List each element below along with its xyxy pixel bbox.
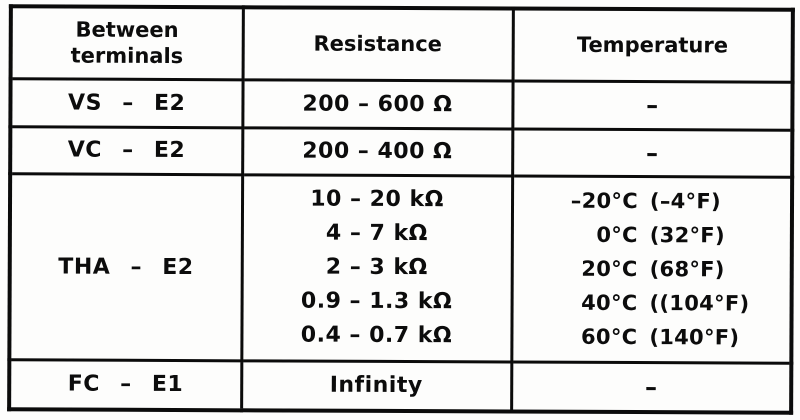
resistance-line: 10 – 20 kΩ — [310, 186, 444, 213]
temperature-line: –20°C (–4°F) — [513, 184, 790, 219]
cell-temperature: –20°C (–4°F) 0°C (32°F) 20°C (68°F) 40°C… — [511, 175, 793, 364]
resistance-value: 200 – 600 Ω — [302, 91, 453, 118]
fahrenheit-value: (32°F) — [649, 223, 725, 248]
resistance-line: 0.9 – 1.3 kΩ — [300, 288, 453, 315]
cell-resistance: 10 – 20 kΩ 4 – 7 kΩ 2 – 3 kΩ 0.9 – 1.3 k… — [241, 174, 513, 362]
temperature-line: 60°C (140°F) — [513, 320, 790, 355]
celsius-value: 20°C — [581, 257, 638, 282]
resistance-line: 2 – 3 kΩ — [325, 254, 428, 281]
fahrenheit-value: ((104°F) — [649, 291, 750, 316]
celsius-value: 40°C — [581, 291, 638, 316]
cell-terminals: VC – E2 — [10, 126, 243, 175]
terminal-resistance-table: Between terminals Resistance Temperature… — [7, 4, 795, 415]
cell-temperature: – — [511, 361, 792, 413]
terminals-value: FC – E1 — [67, 371, 184, 398]
resistance-line: 4 – 7 kΩ — [325, 220, 428, 247]
temperature-line: 20°C (68°F) — [513, 252, 790, 287]
table-row-fc-e1: FC – E1 Infinity – — [9, 359, 792, 413]
table-row-tha-e2: THA – E2 10 – 20 kΩ 4 – 7 kΩ 2 – 3 kΩ 0.… — [9, 173, 793, 364]
celsius-value: –20°C — [570, 189, 639, 214]
temperature-line: 0°C (32°F) — [513, 218, 790, 253]
resistance-line: 0.4 – 0.7 kΩ — [300, 322, 453, 349]
temperature-line: 40°C ((104°F) — [513, 286, 790, 321]
resistance-value: Infinity — [329, 373, 423, 399]
header-between-line2: terminals — [70, 43, 184, 69]
cell-resistance: 200 – 600 Ω — [242, 79, 513, 130]
terminals-value: VS – E2 — [68, 90, 186, 116]
cell-terminals: FC – E1 — [9, 359, 242, 411]
cell-resistance: 200 – 400 Ω — [242, 127, 513, 176]
temperature-dash: – — [646, 91, 659, 120]
header-between-terminals: Between terminals — [10, 6, 243, 80]
terminals-value: VC – E2 — [67, 137, 186, 164]
header-temperature: Temperature — [512, 8, 793, 82]
celsius-value: 60°C — [580, 325, 638, 350]
fahrenheit-value: (68°F) — [649, 257, 725, 282]
celsius-value: 0°C — [596, 223, 638, 248]
header-resistance: Resistance — [242, 7, 513, 81]
header-between-line1: Between — [75, 17, 179, 43]
temperature-dash: – — [645, 138, 659, 167]
fahrenheit-value: (140°F) — [649, 325, 740, 350]
cell-terminals: THA – E2 — [9, 173, 243, 361]
cell-terminals: VS – E2 — [10, 78, 243, 128]
temperature-dash: – — [644, 373, 658, 402]
table-row-vc-e2: VC – E2 200 – 400 Ω – — [10, 126, 793, 177]
cell-resistance: Infinity — [241, 360, 512, 412]
cell-temperature: – — [512, 129, 793, 177]
header-row: Between terminals Resistance Temperature — [10, 6, 793, 82]
resistance-value: 200 – 400 Ω — [302, 138, 453, 165]
table-row-vs-e2: VS – E2 200 – 600 Ω – — [10, 78, 793, 131]
fahrenheit-value: (–4°F) — [649, 189, 721, 214]
terminals-value: THA – E2 — [58, 254, 194, 280]
cell-temperature: – — [512, 80, 793, 131]
